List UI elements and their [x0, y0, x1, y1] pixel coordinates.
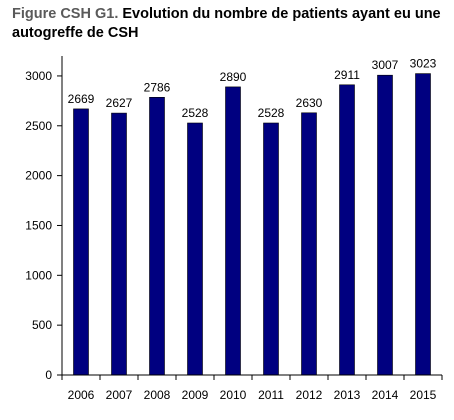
data-label-2006: 2669: [68, 92, 95, 106]
data-label-2008: 2786: [144, 80, 171, 94]
x-tick-label-2009: 2009: [182, 388, 209, 402]
bar-2010: [225, 86, 241, 376]
bar-2011: [263, 122, 279, 376]
x-tick-label-2012: 2012: [296, 388, 323, 402]
x-tick-label-2010: 2010: [220, 388, 247, 402]
data-label-2013: 2911: [334, 68, 360, 82]
bar-2012: [301, 112, 317, 376]
bar-2013: [339, 84, 355, 376]
data-label-2015: 3023: [410, 57, 437, 71]
y-tick-label-1000: 1000: [25, 268, 52, 282]
y-tick-label-500: 500: [32, 318, 52, 332]
bar-2014: [377, 74, 393, 376]
y-tick-label-2500: 2500: [25, 119, 52, 133]
data-label-2014: 3007: [372, 58, 399, 72]
bar-2008: [149, 97, 165, 376]
bar-2015: [415, 73, 431, 376]
x-tick-label-2015: 2015: [410, 388, 437, 402]
bar-2007: [111, 112, 127, 376]
data-label-2012: 2630: [296, 96, 323, 110]
figure-title: Figure CSH G1. Evolution du nombre de pa…: [12, 5, 448, 43]
x-tick-label-2008: 2008: [144, 388, 171, 402]
figure-prefix: Figure CSH G1.: [12, 6, 119, 22]
figure-main-title: Evolution du nombre de patients ayant eu…: [12, 6, 441, 41]
y-tick-label-0: 0: [45, 368, 52, 382]
data-label-2007: 2627: [106, 96, 133, 110]
x-tick-label-2006: 2006: [68, 388, 95, 402]
data-label-2009: 2528: [182, 106, 209, 120]
bar-2009: [187, 122, 203, 376]
data-label-2010: 2890: [220, 70, 247, 84]
bar-2006: [73, 108, 89, 376]
y-tick-label-2000: 2000: [25, 169, 52, 183]
x-tick-label-2013: 2013: [334, 388, 361, 402]
y-tick-label-3000: 3000: [25, 69, 52, 83]
y-tick-label-1500: 1500: [25, 218, 52, 232]
x-tick-label-2011: 2011: [258, 388, 284, 402]
x-tick-label-2007: 2007: [106, 388, 133, 402]
data-label-2011: 2528: [258, 106, 285, 120]
x-tick-label-2014: 2014: [372, 388, 399, 402]
